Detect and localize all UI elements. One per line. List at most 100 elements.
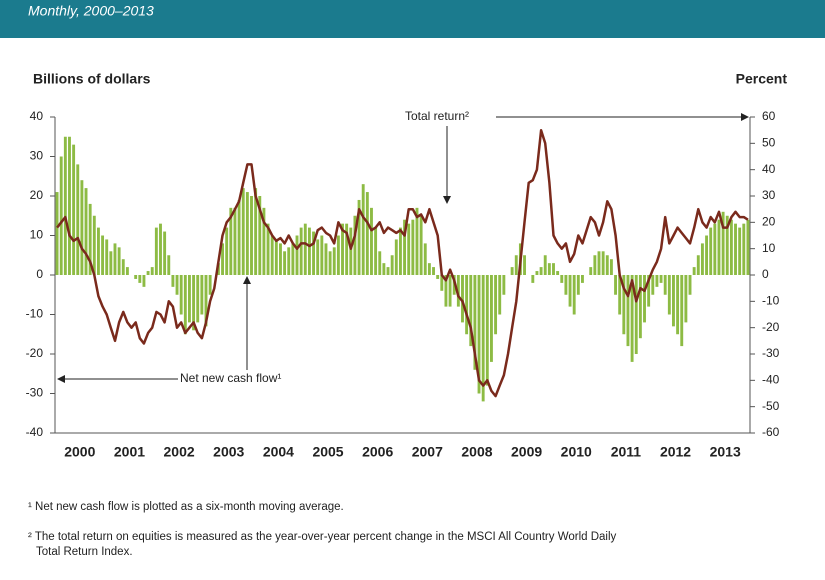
bar — [175, 275, 179, 295]
bar — [700, 243, 704, 275]
bar — [556, 271, 560, 275]
footnote: Total Return Index. — [36, 546, 133, 558]
bar — [109, 251, 113, 275]
bar — [618, 275, 622, 315]
bar — [283, 251, 287, 275]
header-band — [0, 0, 825, 38]
bar — [415, 207, 419, 275]
bar — [320, 235, 324, 275]
bar — [630, 275, 634, 362]
bar — [303, 223, 307, 275]
bar — [725, 215, 729, 275]
bar — [436, 275, 440, 279]
bar — [709, 227, 713, 275]
bar — [295, 235, 299, 275]
x-tick-label: 2004 — [263, 444, 294, 460]
bar — [101, 235, 105, 275]
bar — [605, 255, 609, 275]
x-tick-label: 2012 — [660, 444, 691, 460]
bar — [721, 211, 725, 275]
bar — [221, 243, 224, 275]
bar — [705, 235, 709, 275]
bar — [411, 219, 415, 275]
bar — [229, 207, 233, 275]
bar — [738, 227, 742, 275]
bar — [713, 223, 717, 275]
bar — [84, 188, 88, 275]
bar — [742, 223, 746, 275]
bar — [684, 275, 688, 323]
bar — [651, 275, 655, 295]
bar — [432, 267, 435, 275]
bar — [150, 267, 154, 275]
x-tick-label: 2003 — [213, 444, 244, 460]
bar — [403, 219, 407, 275]
bar — [146, 271, 150, 275]
bar — [394, 239, 398, 275]
bar — [647, 275, 651, 307]
bar — [655, 275, 659, 287]
bar — [159, 223, 162, 275]
y2-tick-label: 50 — [762, 136, 776, 150]
bar — [241, 188, 245, 275]
bar — [200, 275, 204, 315]
bar — [63, 136, 67, 275]
bar — [72, 144, 76, 275]
bar — [729, 219, 733, 275]
bar — [353, 215, 357, 275]
bar — [250, 196, 253, 275]
x-tick-label: 2011 — [611, 444, 642, 460]
bar — [299, 227, 303, 275]
bar — [461, 275, 464, 323]
bar — [568, 275, 572, 307]
bar — [382, 263, 386, 275]
bar — [407, 223, 411, 275]
bar — [398, 227, 402, 275]
bar — [341, 223, 344, 275]
bar — [171, 275, 175, 287]
y2-tick-label: 20 — [762, 215, 776, 229]
bar — [626, 275, 630, 347]
x-tick-label: 2009 — [511, 444, 542, 460]
bar — [581, 275, 584, 283]
y-tick-label: 20 — [30, 188, 44, 202]
bar — [672, 275, 675, 327]
bar — [676, 275, 680, 335]
bar — [597, 251, 601, 275]
bar — [609, 259, 613, 275]
bar — [291, 243, 295, 275]
y-tick-label: -30 — [26, 386, 44, 400]
bar — [262, 207, 266, 275]
bar — [663, 275, 667, 295]
bar — [643, 275, 646, 323]
bar — [564, 275, 568, 295]
bar — [204, 275, 208, 327]
bar — [622, 275, 626, 335]
bar — [113, 243, 117, 275]
annotation: Total return² — [405, 109, 469, 123]
bar — [465, 275, 469, 335]
bar — [316, 239, 320, 275]
x-tick-label: 2005 — [312, 444, 343, 460]
plot: -40 -30 -20 -10 0 10 20 30 40 -60 -50 -40 -30 -20 -10 0… — [26, 109, 780, 460]
bar — [638, 275, 642, 339]
y-tick-label: -20 — [26, 346, 44, 360]
bar — [473, 275, 477, 370]
bar — [614, 275, 617, 295]
bar — [552, 263, 555, 275]
bar — [589, 267, 593, 275]
bar — [489, 275, 493, 362]
bar — [634, 275, 638, 354]
bar — [125, 267, 129, 275]
bar — [117, 247, 121, 275]
x-tick-label: 2007 — [412, 444, 443, 460]
x-tick-label: 2002 — [164, 444, 195, 460]
bar — [419, 215, 423, 275]
bar — [167, 255, 171, 275]
bar — [80, 180, 84, 275]
bar — [225, 227, 229, 275]
bar — [279, 243, 282, 275]
bar — [345, 223, 349, 275]
bar — [502, 275, 506, 295]
